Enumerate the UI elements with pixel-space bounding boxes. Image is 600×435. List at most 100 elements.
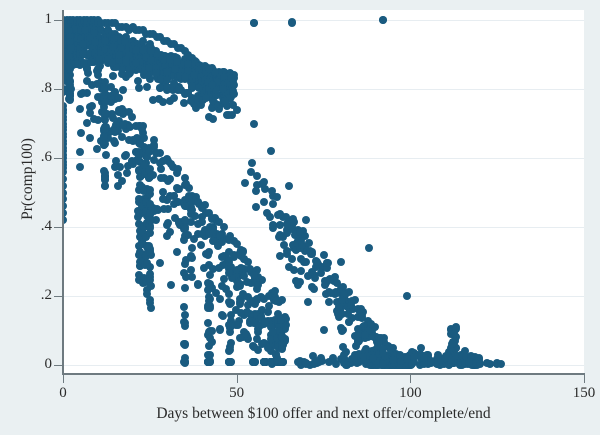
data-point	[170, 64, 179, 73]
data-point	[146, 46, 155, 55]
data-point	[448, 339, 457, 348]
data-point	[188, 81, 197, 90]
data-point	[115, 51, 123, 60]
data-point	[122, 150, 131, 159]
data-point	[163, 204, 172, 213]
data-point	[359, 352, 368, 361]
data-point	[139, 128, 148, 137]
data-point	[257, 306, 266, 315]
data-point	[142, 152, 150, 161]
data-point	[427, 356, 436, 365]
data-point	[145, 166, 154, 175]
data-point	[134, 242, 143, 251]
data-point	[253, 335, 262, 344]
data-point	[246, 167, 255, 176]
data-point	[93, 145, 102, 154]
data-point	[204, 302, 212, 311]
data-point	[76, 148, 85, 157]
data-point	[297, 267, 306, 276]
x-tick-mark-3	[584, 375, 585, 383]
data-point	[66, 37, 75, 46]
data-point	[127, 158, 136, 166]
data-point	[80, 26, 89, 34]
data-point	[108, 58, 117, 67]
data-point	[231, 305, 240, 314]
data-point	[461, 353, 470, 362]
data-point	[83, 76, 92, 85]
data-point	[197, 241, 206, 249]
data-point	[174, 217, 183, 226]
data-point	[181, 215, 190, 224]
data-point	[106, 92, 115, 100]
data-point	[124, 70, 133, 79]
data-point	[145, 209, 154, 218]
data-point	[187, 252, 196, 261]
data-point	[249, 319, 258, 328]
data-point	[145, 229, 154, 238]
data-point	[63, 17, 68, 26]
data-point	[117, 59, 126, 68]
data-point	[467, 351, 476, 360]
data-point	[181, 72, 190, 81]
data-point	[125, 65, 133, 74]
data-point	[135, 151, 144, 160]
data-point	[186, 97, 195, 106]
data-point	[250, 119, 258, 128]
data-point	[169, 191, 178, 200]
data-point	[63, 195, 67, 204]
data-point	[120, 47, 129, 55]
data-point	[205, 341, 214, 350]
y-tick-label-3: .6	[40, 149, 52, 165]
data-point	[348, 305, 357, 314]
data-point	[139, 273, 148, 282]
data-point	[465, 357, 474, 366]
data-point	[218, 238, 227, 247]
data-point	[144, 174, 153, 183]
data-point	[358, 322, 367, 331]
data-point	[86, 33, 95, 42]
data-point	[250, 19, 258, 28]
data-point	[108, 43, 117, 52]
data-point	[345, 318, 354, 326]
data-point	[215, 218, 224, 227]
data-point	[286, 225, 295, 234]
data-point	[340, 350, 349, 359]
data-point	[344, 288, 353, 296]
data-point	[226, 311, 235, 320]
data-point	[187, 265, 196, 274]
data-point	[181, 311, 190, 319]
data-point	[332, 279, 341, 288]
data-point	[197, 204, 206, 213]
data-point	[256, 312, 265, 321]
data-point	[302, 216, 311, 225]
data-point	[283, 220, 292, 228]
data-point	[282, 314, 291, 323]
data-point	[139, 222, 148, 231]
data-point	[347, 359, 355, 368]
data-point	[274, 323, 283, 331]
data-point	[209, 226, 218, 235]
data-point	[63, 181, 67, 190]
data-point	[118, 65, 126, 74]
data-point	[172, 248, 181, 256]
data-point	[121, 57, 130, 66]
data-point	[276, 209, 285, 218]
data-point	[366, 332, 375, 340]
data-point	[239, 272, 248, 281]
data-point	[193, 280, 202, 289]
data-point	[118, 176, 127, 185]
data-point	[225, 94, 234, 103]
data-point	[325, 274, 334, 283]
data-point	[63, 164, 67, 173]
data-point	[374, 337, 383, 346]
data-point	[338, 326, 347, 334]
data-point	[163, 67, 172, 76]
data-point	[207, 213, 216, 222]
data-point	[145, 190, 154, 199]
data-point	[146, 216, 155, 225]
data-point	[149, 141, 158, 150]
gridline-y-2	[63, 227, 584, 228]
data-point	[190, 99, 199, 108]
data-point	[217, 281, 226, 290]
data-point	[432, 358, 441, 367]
